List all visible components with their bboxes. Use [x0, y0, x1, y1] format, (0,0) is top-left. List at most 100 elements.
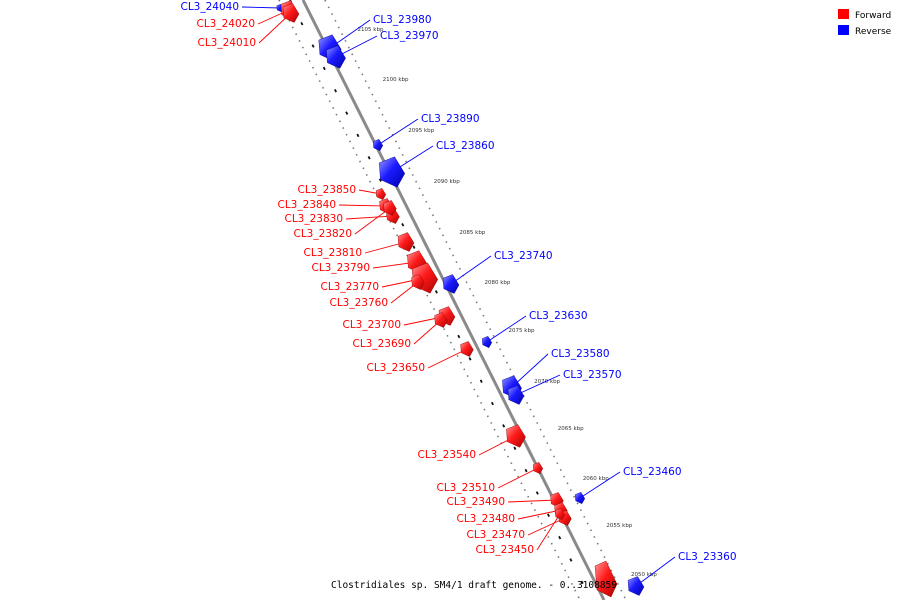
gene-label[interactable]: CL3_23850 [297, 184, 356, 196]
gene-label[interactable]: CL3_23540 [417, 449, 476, 461]
gene-connector [517, 509, 562, 520]
gene-label[interactable]: CL3_23830 [284, 213, 343, 225]
legend: Forward Reverse [838, 9, 892, 37]
gene-feature[interactable] [383, 200, 397, 216]
gene-cl3-23540[interactable]: CL3_23540 [417, 424, 526, 461]
gene-cl3-23840[interactable]: CL3_23840 [277, 198, 393, 214]
gene-cl3-23850[interactable]: CL3_23850 [297, 184, 387, 200]
gene-label[interactable]: CL3_23700 [342, 319, 401, 331]
gene-cl3-23450[interactable]: CL3_23450 [475, 508, 566, 556]
gene-features: CL3_24040 CL3_24020 CL3_24010 CL3_23980 CL3_… [180, 0, 737, 598]
gene-cl3-23740[interactable]: CL3_23740 [442, 250, 553, 294]
gene-feature[interactable] [627, 576, 645, 596]
gene-cl3-23490[interactable]: CL3_23490 [446, 492, 564, 508]
gene-label[interactable]: CL3_23470 [466, 529, 525, 541]
gene-label[interactable]: CL3_23890 [421, 113, 480, 125]
gene-cl3-23890[interactable]: CL3_23890 [372, 113, 480, 151]
gene-connector [427, 348, 468, 369]
gene-connector [377, 118, 419, 146]
gene-cl3-24010[interactable]: CL3_24010 [197, 3, 300, 50]
gene-label[interactable]: CL3_23510 [436, 482, 495, 494]
gene-label[interactable]: CL3_23650 [366, 362, 425, 374]
gene-connector [527, 517, 566, 536]
tick-label: 2080 kbp [484, 280, 510, 286]
gene-label[interactable]: CL3_23580 [551, 348, 610, 360]
gene-label[interactable]: CL3_23760 [329, 297, 388, 309]
gene-connector [507, 499, 558, 503]
gene-cl3-23360[interactable]: CL3_23360 [627, 551, 737, 596]
gene-cl3-23810[interactable]: CL3_23810 [303, 232, 415, 260]
gene-feature[interactable] [282, 3, 300, 23]
gene-connector [536, 513, 561, 551]
gene-label[interactable]: CL3_24020 [196, 18, 255, 30]
gene-cl3-23650[interactable]: CL3_23650 [366, 341, 474, 374]
gene-label[interactable]: CL3_23840 [277, 199, 336, 211]
gene-feature[interactable] [397, 232, 415, 252]
gene-feature[interactable] [434, 312, 448, 328]
tick-label: 2070 kbp [534, 379, 560, 385]
gene-connector [497, 467, 539, 489]
gene-cl3-23760[interactable]: CL3_23760 [329, 274, 425, 309]
gene-feature[interactable] [326, 45, 346, 69]
gene-feature[interactable] [507, 385, 525, 405]
gene-label[interactable]: CL3_23820 [293, 228, 352, 240]
legend-reverse-swatch [838, 25, 849, 35]
tick-label: 2105 kbp [358, 27, 384, 33]
gene-feature[interactable] [372, 139, 384, 151]
gene-cl3-23690[interactable]: CL3_23690 [352, 312, 448, 350]
tick-label: 2065 kbp [558, 426, 584, 432]
gene-feature[interactable] [506, 424, 526, 448]
gene-feature[interactable] [532, 462, 544, 474]
gene-label[interactable]: CL3_23490 [446, 496, 505, 508]
gene-connector [354, 207, 391, 235]
legend-forward-label: Forward [855, 11, 891, 21]
gene-cl3-23860[interactable]: CL3_23860 [378, 140, 495, 188]
gene-feature[interactable] [442, 274, 460, 294]
gene-label[interactable]: CL3_23970 [380, 30, 439, 42]
gene-connector [515, 374, 561, 396]
gene-label[interactable]: CL3_23810 [303, 247, 362, 259]
gene-cl3-23580[interactable]: CL3_23580 [502, 348, 610, 399]
gene-label[interactable]: CL3_24010 [197, 37, 256, 49]
genome-caption: Clostridiales sp. SM4/1 draft genome. - … [331, 580, 617, 591]
tick-labels: 2105 kbp 2100 kbp 2095 kbp 2090 kbp 2085 kbp… [358, 27, 658, 578]
gene-cl3-24040[interactable]: CL3_24040 [180, 1, 284, 13]
gene-cl3-23970[interactable]: CL3_23970 [326, 30, 439, 69]
gene-label[interactable]: CL3_23630 [529, 310, 588, 322]
gene-connector [486, 315, 527, 343]
gene-label[interactable]: CL3_23690 [352, 338, 411, 350]
tick-label: 2050 kbp [631, 572, 657, 578]
gene-label[interactable]: CL3_23360 [678, 551, 737, 563]
gene-label[interactable]: CL3_23450 [475, 544, 534, 556]
gene-label[interactable]: CL3_23860 [436, 140, 495, 152]
gene-label[interactable]: CL3_23790 [311, 262, 370, 274]
gene-label[interactable]: CL3_23570 [563, 369, 622, 381]
gene-feature[interactable] [375, 188, 387, 200]
gene-feature[interactable] [554, 508, 566, 520]
gene-feature-large[interactable] [594, 560, 618, 598]
gene-cl3-23630[interactable]: CL3_23630 [481, 310, 588, 348]
gene-connector [635, 556, 676, 587]
gene-feature[interactable] [378, 156, 406, 188]
legend-reverse-label: Reverse [855, 27, 892, 37]
forward-track-dots [278, 0, 581, 600]
gene-label[interactable]: CL3_23480 [456, 513, 515, 525]
gene-label[interactable]: CL3_23770 [320, 281, 379, 293]
gene-connector [345, 215, 394, 220]
gene-feature[interactable] [460, 341, 474, 357]
gene-cl3-23460[interactable]: CL3_23460 [574, 466, 682, 504]
gene-label[interactable]: CL3_24040 [180, 1, 239, 13]
gene-feature[interactable] [574, 492, 586, 504]
gene-label[interactable]: CL3_23740 [494, 250, 553, 262]
gene-cl3-23570[interactable]: CL3_23570 [507, 369, 622, 405]
gene-feature[interactable] [481, 336, 493, 348]
tick-label: 2075 kbp [509, 328, 535, 334]
gene-label[interactable]: CL3_23980 [373, 14, 432, 26]
gene-label[interactable]: CL3_23460 [623, 466, 682, 478]
gene-feature[interactable] [411, 274, 425, 290]
gene-connector [241, 6, 281, 9]
gene-cl3-23510[interactable]: CL3_23510 [436, 462, 544, 494]
gene-connector [450, 255, 492, 285]
gene-cl3-23820[interactable]: CL3_23820 [293, 200, 397, 240]
